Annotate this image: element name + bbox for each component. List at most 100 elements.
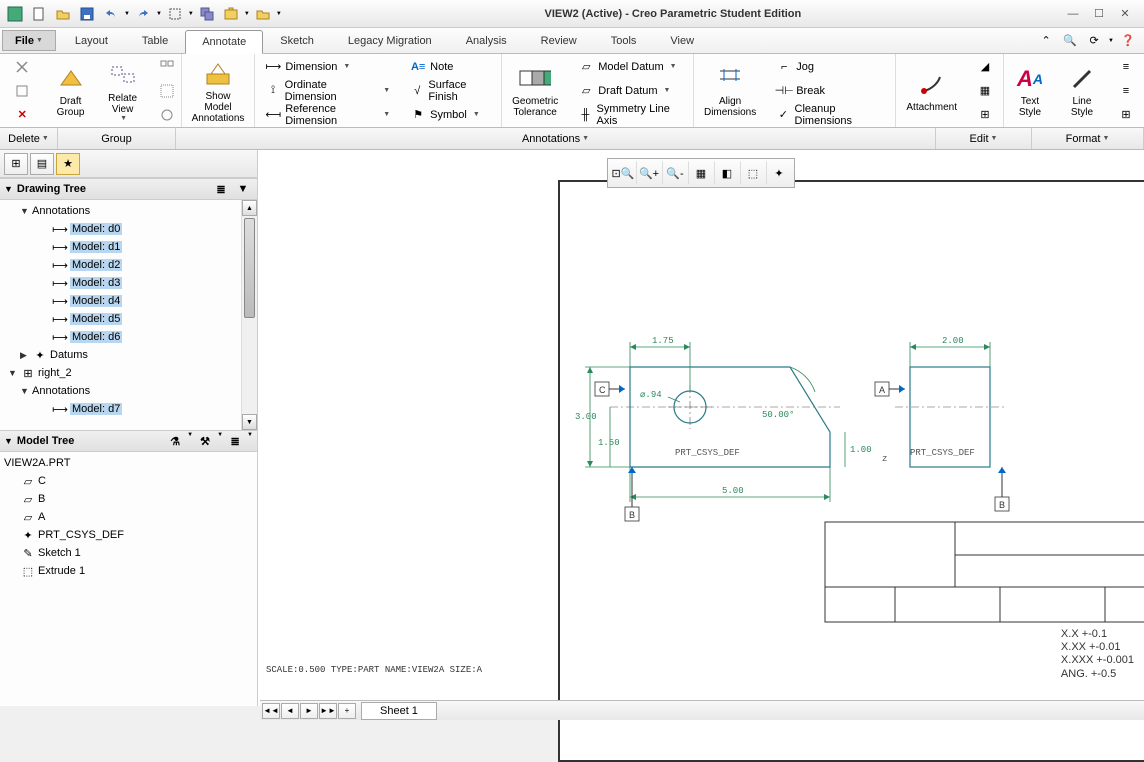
tree-item-model-d4[interactable]: ⟼Model: d4	[0, 292, 257, 310]
sheet-tab-1[interactable]: Sheet 1	[361, 702, 437, 720]
sheet-add-button[interactable]: +	[338, 703, 356, 719]
tree-annotations-node[interactable]: ▼ Annotations	[0, 202, 257, 220]
edit-tool-1[interactable]: ◢	[973, 56, 997, 78]
tree-dropdown-icon[interactable]: ▼	[233, 180, 253, 198]
minimize-button[interactable]: —	[1064, 6, 1082, 22]
collapse-icon-2[interactable]: ▼	[4, 436, 13, 446]
tree-item-model-d5[interactable]: ⟼Model: d5	[0, 310, 257, 328]
tree-d7-node[interactable]: ⟼ Model: d7	[0, 400, 257, 418]
model-datum-button[interactable]: ▱Model Datum▼	[574, 56, 687, 78]
tab-annotate[interactable]: Annotate	[185, 30, 263, 54]
redo-dropdown[interactable]: ▼	[156, 11, 162, 17]
model-tree-filter-icon[interactable]: ⚗	[165, 432, 185, 450]
line-style-button[interactable]: LineStyle	[1062, 61, 1102, 120]
group-delete[interactable]: Delete▼	[0, 128, 58, 149]
relate-view-button[interactable]: RelateView▼	[103, 58, 143, 124]
help-icon[interactable]: ❓	[1118, 31, 1138, 51]
sheet-next-button[interactable]: ►	[300, 703, 318, 719]
tab-analysis[interactable]: Analysis	[449, 29, 524, 53]
open-icon[interactable]	[52, 3, 74, 25]
zoom-out-icon[interactable]: 🔍-	[662, 161, 688, 185]
text-style-button[interactable]: AA TextStyle	[1010, 61, 1050, 120]
repaint-icon[interactable]: ▦	[688, 161, 714, 185]
tree-datums-node[interactable]: ▶ ✦ Datums	[0, 346, 257, 364]
model-item-extrude-1[interactable]: ⬚Extrude 1	[0, 562, 257, 580]
regenerate-icon[interactable]	[164, 3, 186, 25]
symmetry-line-button[interactable]: ╫Symmetry Line Axis	[574, 104, 687, 126]
save-icon[interactable]	[76, 3, 98, 25]
tree-view-icon[interactable]: ⊞	[4, 153, 28, 175]
undo-icon[interactable]	[100, 3, 122, 25]
jog-button[interactable]: ⌐Jog	[772, 56, 889, 78]
close-file-icon[interactable]	[220, 3, 242, 25]
undo-dropdown[interactable]: ▼	[124, 11, 130, 17]
tree-item-model-d2[interactable]: ⟼Model: d2	[0, 256, 257, 274]
tab-legacy-migration[interactable]: Legacy Migration	[331, 29, 449, 53]
model-tree-settings-icon[interactable]: ≣	[225, 432, 245, 450]
surface-finish-button[interactable]: √Surface Finish	[406, 80, 495, 102]
model-item-c[interactable]: ▱C	[0, 472, 257, 490]
edit-tool-2[interactable]: ▦	[973, 80, 997, 102]
csys-display-icon[interactable]: ✦	[766, 161, 792, 185]
ordinate-dimension-button[interactable]: ⟟Ordinate Dimension▼	[261, 80, 394, 102]
sheet-last-button[interactable]: ►►	[319, 703, 337, 719]
format-tool-3[interactable]: ⊞	[1114, 104, 1138, 126]
model-item-b[interactable]: ▱B	[0, 490, 257, 508]
show-model-annotations-button[interactable]: Show ModelAnnotations	[188, 56, 249, 126]
format-tool-1[interactable]: ≡	[1114, 56, 1138, 78]
break-button[interactable]: ⊣⊢Break	[772, 80, 889, 102]
tree-settings-icon[interactable]: ≣	[211, 180, 231, 198]
zoom-fit-icon[interactable]: ⊡🔍	[610, 161, 636, 185]
draft-datum-button[interactable]: ▱Draft Datum▼	[574, 80, 687, 102]
app-icon[interactable]	[4, 3, 26, 25]
tree-right2-node[interactable]: ▼ ⊞ right_2	[0, 364, 257, 382]
delete-small-1[interactable]	[10, 56, 34, 78]
tree-scrollbar[interactable]: ▲ ▼	[241, 200, 257, 430]
drawing-canvas[interactable]: ⊡🔍 🔍+ 🔍- ▦ ◧ ⬚ ✦	[258, 150, 1144, 706]
group-edit[interactable]: Edit▼	[936, 128, 1032, 149]
delete-small-2[interactable]	[10, 80, 34, 102]
dimension-button[interactable]: ⟼Dimension▼	[261, 56, 394, 78]
file-menu[interactable]: File▼	[2, 30, 56, 51]
folder-icon[interactable]	[252, 3, 274, 25]
tab-view[interactable]: View	[653, 29, 711, 53]
window-icon[interactable]	[196, 3, 218, 25]
tab-layout[interactable]: Layout	[58, 29, 125, 53]
geometric-tolerance-button[interactable]: GeometricTolerance	[508, 61, 562, 120]
view-icon[interactable]: ⬚	[740, 161, 766, 185]
sheet-prev-button[interactable]: ◄	[281, 703, 299, 719]
group-format[interactable]: Format▼	[1032, 128, 1144, 149]
zoom-in-icon[interactable]: 🔍+	[636, 161, 662, 185]
cleanup-dimensions-button[interactable]: ✓Cleanup Dimensions	[772, 104, 889, 126]
shade-icon[interactable]: ◧	[714, 161, 740, 185]
model-item-prt-csys-def[interactable]: ✦PRT_CSYS_DEF	[0, 526, 257, 544]
edit-tool-3[interactable]: ⊞	[973, 104, 997, 126]
attachment-button[interactable]: Attachment	[902, 67, 961, 115]
tree-annotations2-node[interactable]: ▼ Annotations	[0, 382, 257, 400]
tab-tools[interactable]: Tools	[594, 29, 654, 53]
tree-item-model-d0[interactable]: ⟼Model: d0	[0, 220, 257, 238]
tab-review[interactable]: Review	[524, 29, 594, 53]
sheet-first-button[interactable]: ◄◄	[262, 703, 280, 719]
model-root-node[interactable]: VIEW2A.PRT	[0, 454, 257, 472]
favorites-icon[interactable]: ★	[56, 153, 80, 175]
model-tree-show-icon[interactable]: ⚒	[195, 432, 215, 450]
align-dimensions-button[interactable]: AlignDimensions	[700, 61, 760, 120]
maximize-button[interactable]: ☐	[1090, 6, 1108, 22]
tab-table[interactable]: Table	[125, 29, 185, 53]
model-item-a[interactable]: ▱A	[0, 508, 257, 526]
group-annotations[interactable]: Annotations▼	[176, 128, 936, 149]
tree-item-model-d6[interactable]: ⟼Model: d6	[0, 328, 257, 346]
refresh-icon[interactable]: ⟳	[1084, 31, 1104, 51]
collapse-icon[interactable]: ▼	[4, 184, 13, 194]
format-tool-2[interactable]: ≡	[1114, 80, 1138, 102]
tree-item-model-d1[interactable]: ⟼Model: d1	[0, 238, 257, 256]
grid-icon-1[interactable]	[155, 56, 179, 78]
grid-icon-2[interactable]	[155, 80, 179, 102]
redo-icon[interactable]	[132, 3, 154, 25]
ribbon-collapse-icon[interactable]: ⌃	[1036, 31, 1056, 51]
tree-item-model-d3[interactable]: ⟼Model: d3	[0, 274, 257, 292]
model-item-sketch-1[interactable]: ✎Sketch 1	[0, 544, 257, 562]
group-group[interactable]: Group	[58, 128, 176, 149]
grid-icon-3[interactable]	[155, 104, 179, 126]
